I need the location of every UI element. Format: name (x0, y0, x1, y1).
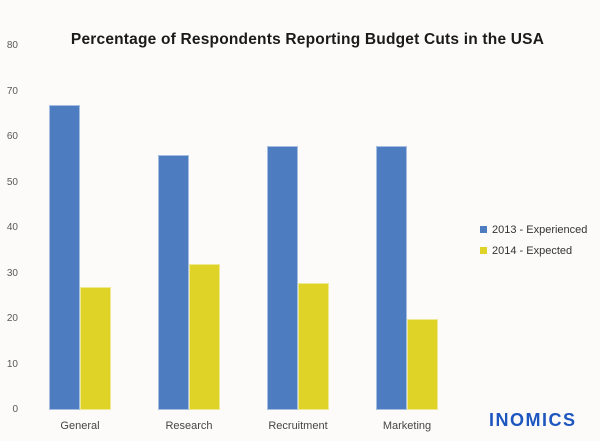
bar-recruitment-2014 (298, 282, 329, 410)
bar-general-2013 (49, 105, 80, 410)
bar-marketing-2014 (407, 319, 438, 410)
legend-label: 2013 - Experienced (492, 223, 588, 236)
y-axis-tick-30: 30 (6, 267, 18, 279)
y-axis-tick-70: 70 (6, 85, 18, 97)
bar-research-2014 (189, 264, 220, 410)
legend-swatch-icon (480, 247, 487, 254)
chart-title: Percentage of Respondents Reporting Budg… (70, 31, 545, 48)
legend-label: 2014 - Expected (492, 244, 573, 257)
legend-item-2013: 2013 - Experienced (480, 219, 587, 240)
y-axis-tick-40: 40 (6, 222, 18, 233)
y-axis-tick-0: 0 (12, 404, 18, 415)
y-axis-tick-10: 10 (6, 358, 18, 370)
x-axis-label-recruitment: Recruitment (268, 420, 328, 432)
bar-marketing-2013 (376, 146, 407, 410)
y-axis-tick-20: 20 (6, 313, 18, 324)
legend-swatch-icon (480, 226, 487, 233)
inomics-logo: INOMICS (489, 410, 577, 430)
bar-research-2013 (158, 155, 189, 410)
x-axis-label-general: General (60, 420, 100, 432)
legend-item-2014: 2014 - Expected (480, 240, 587, 261)
y-axis-tick-60: 60 (6, 131, 18, 142)
y-axis-tick-80: 80 (6, 40, 18, 51)
y-axis-tick-50: 50 (6, 176, 18, 188)
x-axis-label-marketing: Marketing (382, 420, 432, 432)
bar-general-2014 (80, 287, 111, 410)
bar-recruitment-2013 (267, 146, 298, 410)
x-axis-label-research: Research (165, 420, 213, 432)
legend: 2013 - Experienced 2014 - Expected (480, 219, 587, 261)
